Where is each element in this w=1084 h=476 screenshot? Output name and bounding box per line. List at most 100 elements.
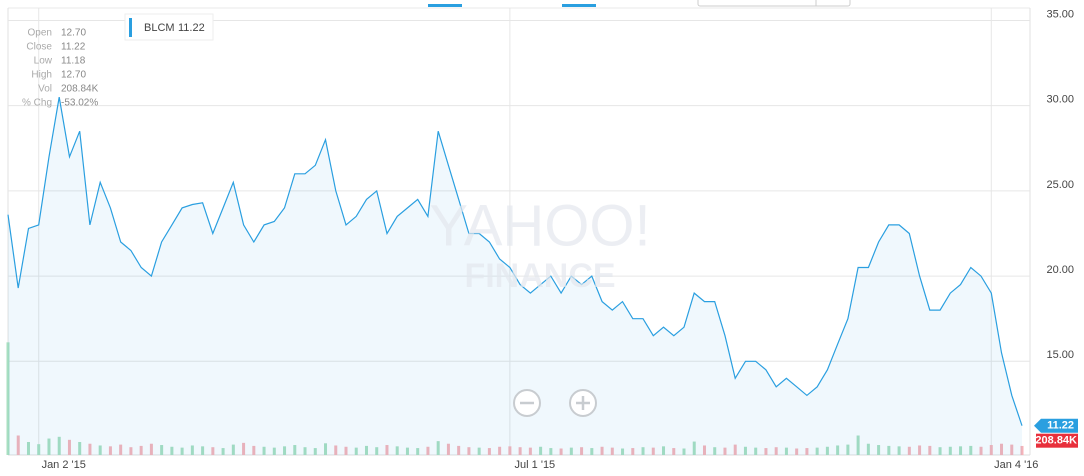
volume-tag-label: 208.84K [1035, 435, 1077, 447]
volume-bar [129, 447, 133, 455]
volume-bar [354, 447, 358, 455]
volume-bar [795, 448, 799, 455]
volume-bar [662, 446, 666, 455]
volume-bar [405, 447, 409, 455]
volume-bar [344, 446, 348, 455]
y-tick-label: 35.00 [1046, 8, 1074, 20]
y-tick-label: 30.00 [1046, 94, 1074, 106]
volume-bar [948, 446, 952, 455]
volume-bar [682, 448, 686, 455]
volume-bar [242, 442, 246, 455]
volume-bar [416, 448, 420, 455]
volume-bar [580, 447, 584, 455]
tab-indicator [562, 4, 596, 7]
volume-bar [825, 446, 829, 455]
volume-bar [364, 445, 368, 455]
volume-bar [303, 447, 307, 455]
volume-bar [887, 445, 891, 455]
volume-bar [651, 447, 655, 455]
volume-bar [764, 448, 768, 455]
x-tick-label: Jul 1 '15 [515, 459, 556, 471]
toolbar-box[interactable] [697, 0, 851, 7]
volume-bar [47, 438, 51, 455]
volume-bar [549, 448, 553, 455]
volume-bar [938, 447, 942, 455]
volume-bar [6, 342, 10, 455]
volume-bar [385, 445, 389, 455]
volume-bar [907, 446, 911, 455]
volume-bar [313, 448, 317, 455]
volume-bar [600, 446, 604, 455]
volume-bar [201, 446, 205, 455]
volume-bar [436, 441, 440, 455]
volume-bar [989, 445, 993, 455]
info-panel: Open 12.70 Close 11.22 Low 11.18 High 12.70 Vol 2… [22, 28, 99, 109]
volume-bar [108, 446, 112, 455]
volume-bar [856, 435, 860, 455]
info-label: % Chg [22, 98, 52, 109]
volume-bar [702, 445, 706, 455]
volume-bar [836, 445, 840, 455]
volume-bar [918, 445, 922, 455]
volume-bar [754, 447, 758, 455]
volume-bar [877, 445, 881, 455]
volume-bar [26, 442, 30, 455]
volume-bar [1000, 443, 1004, 455]
info-label: Low [34, 56, 53, 67]
y-tick-label: 15.00 [1046, 349, 1074, 361]
volume-bar [969, 445, 973, 455]
volume-bar [457, 445, 461, 455]
y-tick-label: 20.00 [1046, 264, 1074, 276]
volume-bar [149, 443, 153, 455]
volume-bar [631, 448, 635, 455]
volume-bar [733, 444, 737, 455]
volume-bar [569, 447, 573, 455]
volume-bar [743, 446, 747, 455]
volume-bar [467, 447, 471, 455]
tab-indicator [428, 4, 462, 7]
volume-bar [692, 441, 696, 455]
area [8, 97, 1022, 455]
volume-bar [293, 445, 297, 455]
legend-swatch [129, 18, 132, 37]
volume-bar [170, 446, 174, 455]
watermark: YAHOO! [429, 193, 650, 258]
zoom-out[interactable] [513, 389, 541, 417]
legend-value: 11.22 [178, 22, 205, 34]
info-value: 11.22 [61, 42, 86, 53]
volume-bar [897, 446, 901, 455]
volume-bar [190, 445, 194, 455]
volume-bar [928, 445, 932, 455]
volume-bar [221, 448, 225, 455]
volume-bar [539, 446, 543, 455]
volume-bar [262, 446, 266, 455]
y-tick-label: 25.00 [1046, 179, 1074, 191]
volume-bar [559, 448, 563, 455]
info-label: High [31, 70, 52, 81]
volume-bar [672, 448, 676, 455]
volume-bar [774, 447, 778, 455]
volume-bar [621, 448, 625, 455]
volume-bar [252, 445, 256, 455]
volume-bar [324, 443, 328, 455]
volume-bar [815, 447, 819, 455]
volume-bar [487, 448, 491, 455]
volume-bar [866, 443, 870, 455]
volume-bar [57, 436, 61, 455]
info-label: Open [28, 28, 52, 39]
grid [7, 8, 1031, 456]
volume-bar [180, 447, 184, 455]
plot [7, 96, 1023, 455]
volume-bar [805, 448, 809, 455]
volume-bar [139, 445, 143, 455]
info-value: 12.70 [61, 28, 86, 39]
volume-bar [98, 445, 102, 455]
volume-bar [959, 446, 963, 455]
x-tick-label: Jan 2 '15 [42, 459, 86, 471]
volume-bar [528, 447, 532, 455]
info-value: -53.02% [61, 98, 98, 109]
info-value: 12.70 [61, 70, 86, 81]
zoom-in[interactable] [569, 389, 597, 417]
volume-bar [641, 447, 645, 455]
